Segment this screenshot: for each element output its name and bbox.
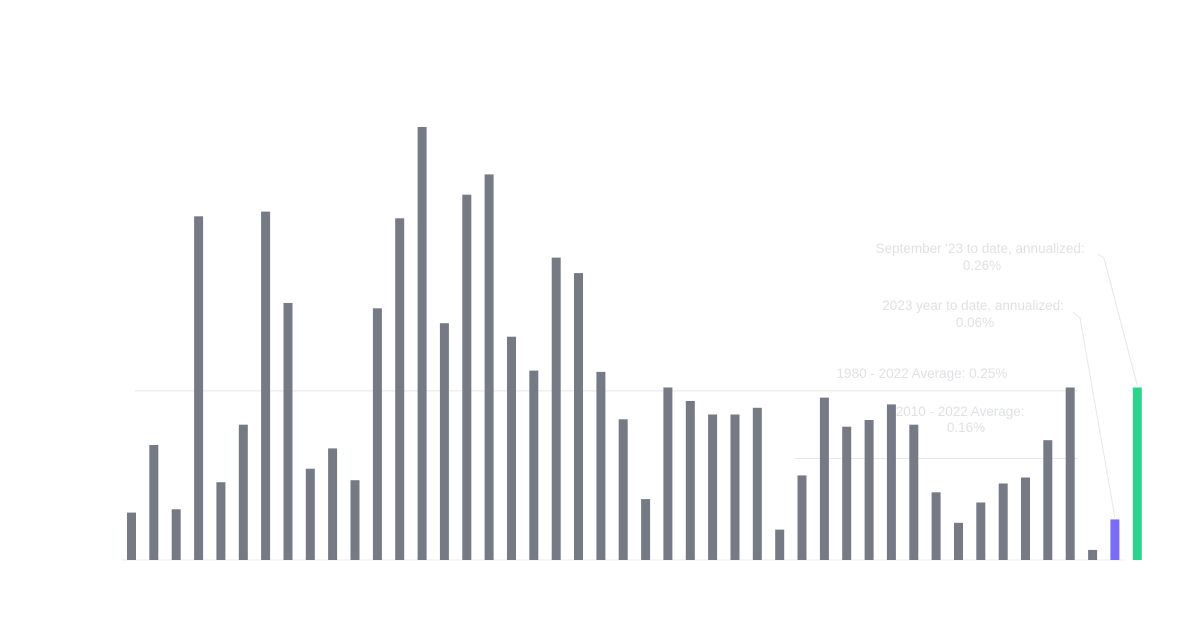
bar (529, 370, 539, 560)
september-bar (1132, 387, 1142, 560)
bar (618, 419, 628, 560)
bar (1088, 549, 1098, 560)
bar (596, 371, 606, 560)
bar (1021, 477, 1030, 560)
bar (484, 174, 494, 560)
bar (507, 336, 516, 560)
bar (283, 302, 293, 560)
bar (551, 257, 561, 560)
bar (752, 407, 762, 560)
bar (462, 194, 472, 560)
bar (171, 509, 181, 560)
bar (194, 216, 204, 561)
bar (439, 323, 449, 560)
bar (127, 512, 136, 560)
annotation-leader-lines (1072, 253, 1138, 518)
ytd-leader-line (1072, 311, 1116, 518)
bar (350, 480, 360, 560)
bar (909, 424, 919, 560)
bar (797, 475, 807, 560)
bars (127, 127, 1142, 561)
bar (417, 127, 427, 560)
bar (685, 401, 695, 560)
bar (819, 397, 829, 560)
average-1980-2022-label: 1980 - 2022 Average: 0.25% (837, 366, 1008, 381)
bar (730, 414, 740, 560)
reference-lines (135, 390, 1078, 459)
bar (1043, 440, 1053, 560)
ytd-bar (1110, 519, 1120, 560)
bar (328, 448, 338, 560)
bar (998, 483, 1008, 560)
bar (842, 426, 852, 560)
september-annotation: September '23 to date, annualized: 0.26% (876, 241, 1089, 273)
bar (574, 273, 583, 560)
ytd-annotation: 2023 year to date, annualized: 0.06% (882, 298, 1067, 330)
bar (149, 445, 159, 560)
bar (864, 420, 874, 560)
bar (372, 308, 382, 560)
bar (931, 492, 941, 560)
bar (305, 468, 315, 560)
bar (641, 499, 651, 560)
bar (395, 218, 405, 561)
bar (1065, 387, 1075, 560)
bar (216, 482, 226, 560)
bar (708, 414, 718, 560)
bar (976, 502, 986, 560)
bar (238, 424, 248, 560)
bar (886, 404, 896, 560)
average-2010-2022-label: 2010 - 2022 Average: 0.16% (896, 404, 1029, 435)
bar (261, 211, 271, 560)
september-leader-line (1097, 253, 1138, 386)
bar (663, 387, 673, 560)
bar (775, 529, 785, 560)
bar (954, 522, 963, 560)
